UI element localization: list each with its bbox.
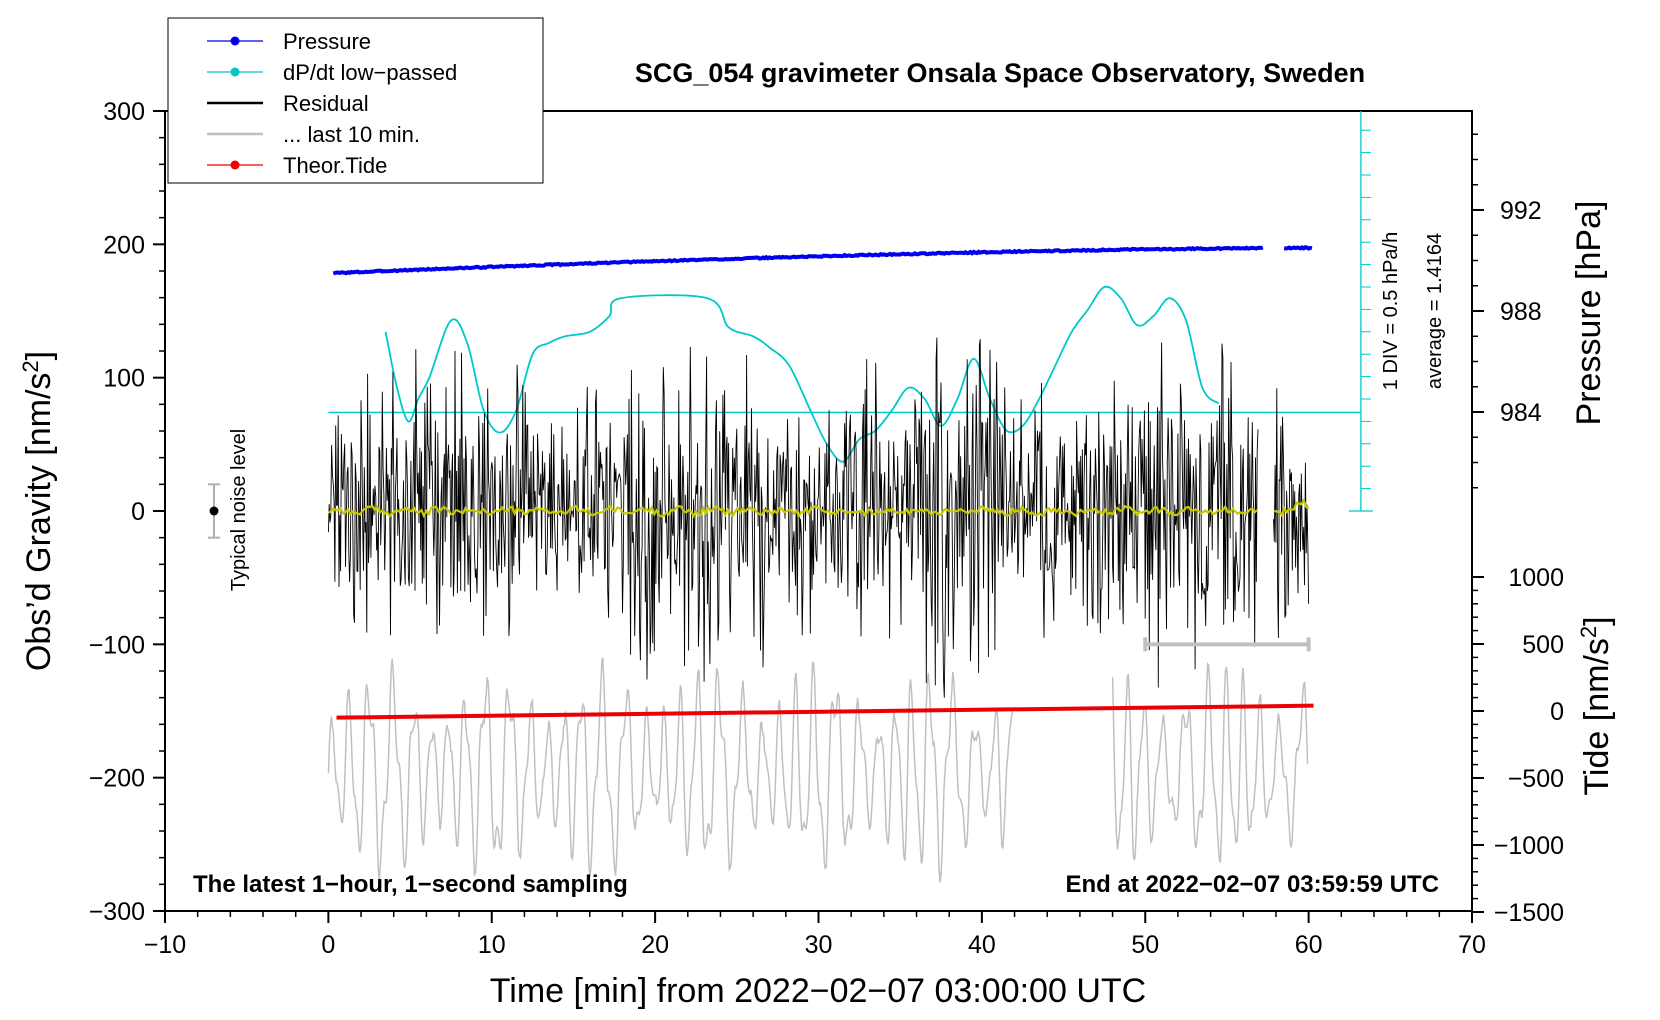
y-axis-title-tide-text: Tide [nm/s — [1578, 638, 1616, 795]
x-tick-label: 70 — [1458, 931, 1486, 959]
legend-swatch-marker — [230, 36, 240, 46]
y-axis-title-pressure: Pressure [hPa] — [1570, 201, 1608, 426]
noise-level-dot — [209, 506, 219, 516]
x-tick-label: 30 — [805, 931, 833, 959]
legend-label: Theor.Tide — [283, 153, 387, 178]
bottom-right-note: End at 2022−02−07 03:59:59 UTC — [1065, 871, 1439, 898]
legend-swatch-marker — [230, 67, 240, 77]
pressure-tick-label: 988 — [1500, 298, 1542, 326]
legend-box — [167, 17, 544, 184]
y-axis-title-tide-sup: 2 — [1576, 626, 1601, 638]
y-axis-title-main-text: Obs’d Gravity [nm/s — [20, 373, 58, 672]
legend-label: Residual — [283, 91, 369, 116]
tide-tick-label: 1000 — [1508, 564, 1564, 592]
x-tick-label: 60 — [1295, 931, 1323, 959]
y-tick-label: 200 — [103, 231, 145, 259]
residual-line — [327, 337, 1310, 698]
bottom-left-note: The latest 1−hour, 1−second sampling — [193, 871, 628, 898]
x-tick-label: −10 — [144, 931, 186, 959]
x-tick-label: 20 — [641, 931, 669, 959]
y-tick-label: −300 — [89, 898, 145, 926]
tide-tick-label: −500 — [1508, 765, 1564, 793]
theor-tide-line — [336, 703, 1314, 720]
legend-label: ... last 10 min. — [283, 122, 420, 147]
y-axis-title-main: Obs’d Gravity [nm/s2] — [18, 351, 58, 671]
x-tick-label: 0 — [321, 931, 335, 959]
y-tick-label: 100 — [103, 365, 145, 393]
tide-tick-label: 0 — [1550, 698, 1564, 726]
y-axis-title-tide: Tide [nm/s2] — [1576, 616, 1616, 795]
legend-label: Pressure — [283, 29, 371, 54]
legend: Pressure dP/dt low−passed Residual ... last… — [167, 17, 544, 184]
chart-title: SCG_054 gravimeter Onsala Space Observat… — [635, 58, 1365, 88]
tide-tick-label: 500 — [1522, 631, 1564, 659]
pressure-tick-label: 984 — [1500, 399, 1542, 427]
pressure-tick-label: 992 — [1500, 197, 1542, 225]
y-tick-label: −200 — [89, 765, 145, 793]
y-axis-title-tide-end: ] — [1578, 616, 1616, 625]
y-axis-title-main-sup: 2 — [18, 360, 43, 372]
legend-swatch-marker — [230, 160, 240, 170]
y-axis-title-main-end: ] — [20, 351, 58, 360]
average-label: average = 1.4164 — [1424, 233, 1446, 389]
y-tick-label: 0 — [131, 498, 145, 526]
tide-last10-line-1 — [327, 657, 1015, 883]
residual-smoothed-line — [328, 497, 1310, 519]
div-label: 1 DIV = 0.5 hPa/h — [1380, 232, 1402, 390]
x-tick-label: 40 — [968, 931, 996, 959]
tide-tick-label: −1500 — [1494, 899, 1564, 927]
pressure-line — [332, 245, 1313, 276]
legend-label: dP/dt low−passed — [283, 60, 457, 85]
x-tick-label: 50 — [1131, 931, 1159, 959]
noise-level-label: Typical noise level — [228, 429, 250, 591]
y-tick-label: −100 — [89, 631, 145, 659]
x-axis-title: Time [min] from 2022−02−07 03:00:00 UTC — [490, 972, 1146, 1010]
tide-tick-label: −1000 — [1494, 832, 1564, 860]
y-tick-label: 300 — [103, 98, 145, 126]
dpdt-line — [384, 285, 1220, 463]
x-tick-label: 10 — [478, 931, 506, 959]
